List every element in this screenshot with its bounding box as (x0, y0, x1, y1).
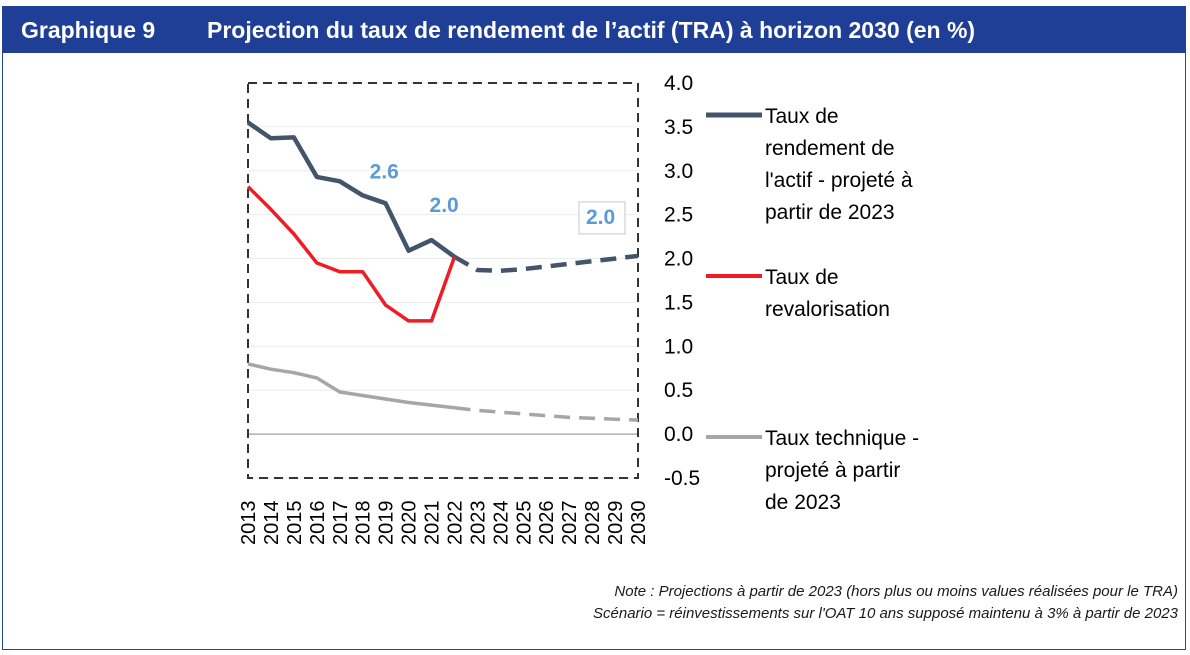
x-tick-label: 2024 (490, 501, 512, 545)
y-tick-label: 3.5 (664, 116, 693, 139)
legend-label: Taux de (765, 266, 839, 289)
x-tick-label: 2029 (605, 501, 627, 546)
x-tick-label: 2013 (238, 501, 260, 546)
series-line (246, 185, 457, 323)
figure-number: Graphique 9 (21, 17, 156, 43)
y-tick-label: 0.5 (664, 379, 693, 402)
x-tick-label: 2016 (307, 501, 329, 546)
annotation-box (578, 201, 626, 235)
x-tick-label: 2026 (536, 501, 558, 546)
series-line-projected (454, 406, 639, 422)
x-tick-label: 2020 (399, 501, 421, 546)
x-tick-label: 2023 (467, 501, 489, 545)
note-scenario: Scénario = réinvestissements sur l'OAT 1… (593, 605, 1178, 622)
series-line (247, 362, 455, 410)
y-tick-label: 0.0 (664, 423, 693, 446)
legend-label: partir de 2023 (765, 201, 895, 224)
chart-header: Graphique 9 Projection du taux de rendem… (3, 7, 1185, 53)
y-tick-label: 1.0 (664, 335, 693, 358)
data-label: 2.0 (586, 206, 615, 229)
x-tick-label: 2025 (513, 501, 535, 546)
x-tick-label: 2027 (559, 501, 581, 546)
data-label: 2.6 (370, 160, 399, 183)
y-tick-label: -0.5 (664, 467, 700, 490)
x-tick-label: 2030 (628, 501, 650, 546)
series-line (246, 120, 456, 259)
plot-frame (247, 82, 639, 479)
series-line-projected (453, 253, 639, 274)
note-projections: Note : Projections à partir de 2023 (hor… (614, 583, 1178, 600)
legend-label: l'actif - projeté à (765, 169, 913, 192)
x-tick-label: 2019 (376, 501, 398, 546)
x-tick-label: 2022 (444, 501, 466, 546)
legend-label: projeté à partir (765, 459, 900, 482)
x-tick-label: 2021 (422, 501, 444, 546)
y-tick-label: 2.0 (664, 248, 693, 271)
legend-label: de 2023 (765, 491, 841, 514)
y-tick-label: 1.5 (664, 291, 693, 314)
x-tick-label: 2017 (330, 501, 352, 546)
data-label: 2.0 (430, 194, 459, 217)
chart-title: Projection du taux de rendement de l’act… (207, 17, 976, 43)
chart-frame: Graphique 9 Projection du taux de rendem… (2, 6, 1186, 650)
x-tick-label: 2028 (582, 501, 604, 546)
legend-label: revalorisation (765, 298, 890, 321)
y-tick-label: 2.5 (664, 204, 693, 227)
y-tick-label: 3.0 (664, 160, 693, 183)
y-tick-label: 4.0 (664, 72, 693, 95)
x-tick-label: 2018 (353, 501, 375, 546)
x-tick-label: 2015 (284, 501, 306, 546)
x-tick-label: 2014 (261, 501, 283, 546)
legend-label: rendement de (765, 137, 895, 160)
legend-label: Taux de (765, 105, 839, 128)
legend-label: Taux technique - (765, 427, 919, 450)
